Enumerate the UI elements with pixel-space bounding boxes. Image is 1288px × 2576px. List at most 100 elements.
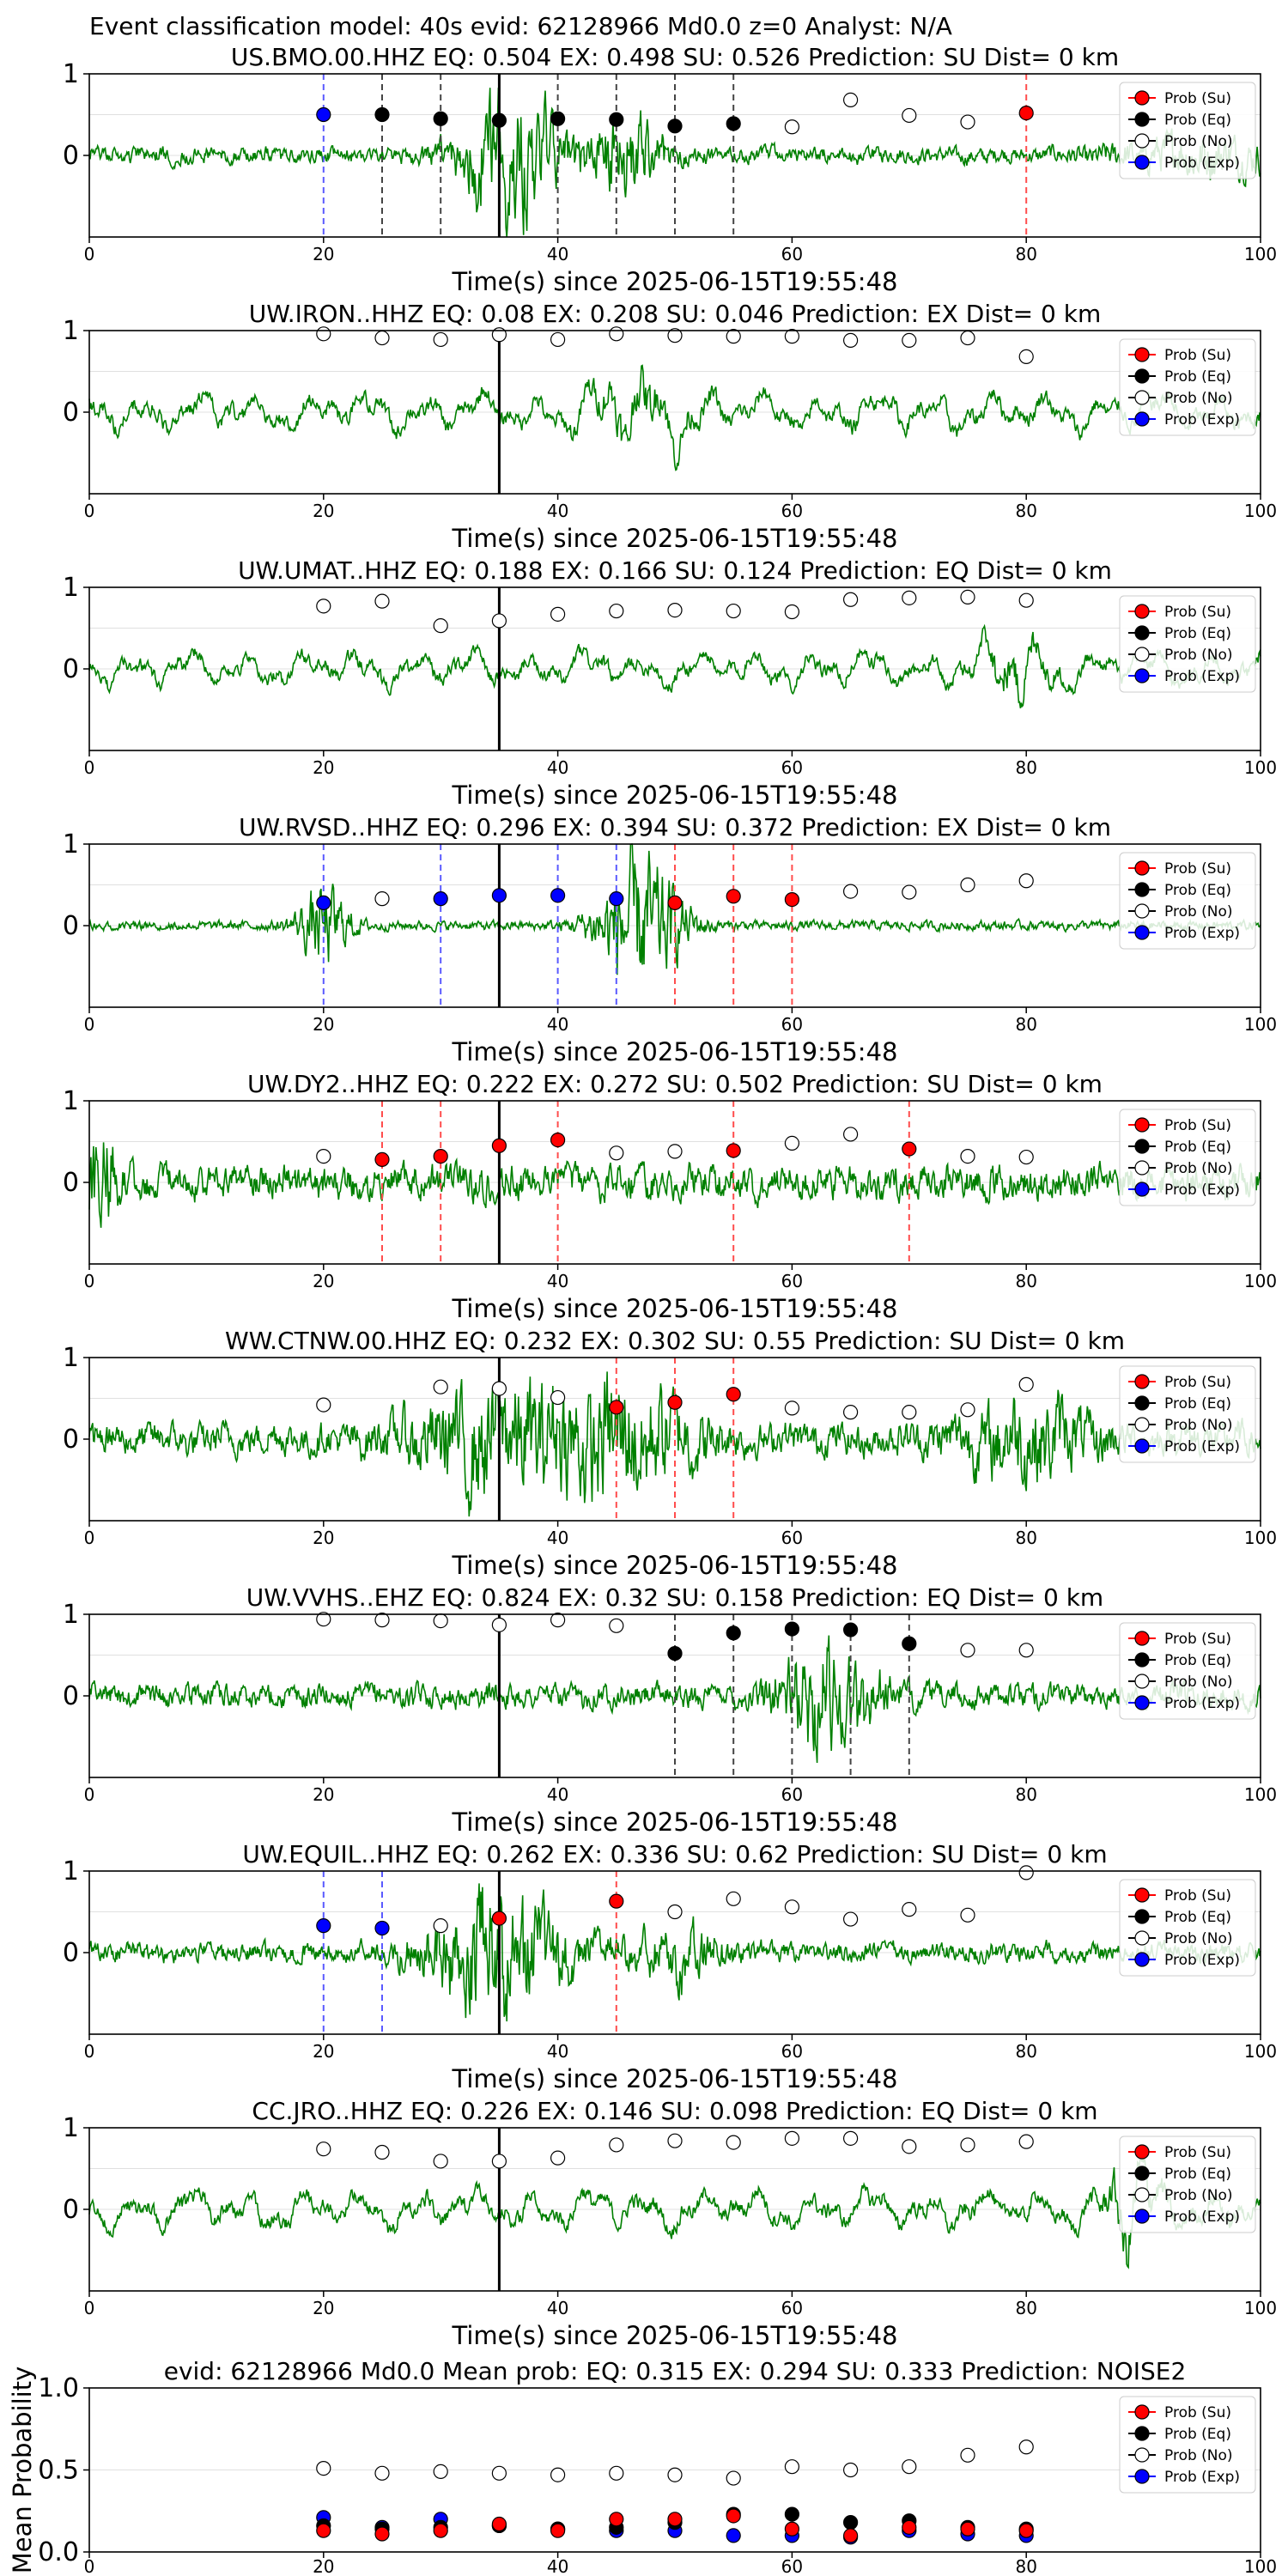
- legend-label: Prob (Su): [1164, 2404, 1231, 2421]
- x-tick-label: 40: [547, 1784, 568, 1805]
- legend-label: Prob (Su): [1164, 2144, 1231, 2161]
- legend-marker: [1134, 925, 1150, 940]
- x-tick-label: 100: [1244, 1528, 1277, 1548]
- prob-point: [784, 329, 800, 344]
- legend-label: Prob (No): [1164, 133, 1233, 150]
- prob-point: [374, 1151, 390, 1168]
- x-tick-label: 80: [1015, 501, 1036, 521]
- prob-point: [374, 1920, 390, 1936]
- x-tick-label: 0: [84, 2041, 95, 2062]
- legend-label: Prob (No): [1164, 1160, 1233, 1177]
- prob-point: [491, 327, 507, 343]
- prob-point: [667, 1144, 683, 1159]
- legend-marker: [1134, 1909, 1150, 1924]
- prob-point: [1018, 873, 1034, 889]
- prob-point: [374, 2144, 390, 2160]
- mean-prob-point: [550, 2523, 566, 2538]
- prob-point: [667, 895, 683, 911]
- legend-label: Prob (Exp): [1164, 2469, 1240, 2486]
- legend-marker: [1134, 1117, 1150, 1133]
- mean-prob-point: [1018, 2523, 1034, 2538]
- prob-point: [609, 326, 624, 342]
- y-tick-label: 1: [63, 2113, 79, 2143]
- y-tick-label: 0: [63, 2195, 79, 2225]
- prob-point: [1018, 106, 1034, 121]
- x-tick-label: 20: [313, 244, 334, 264]
- prob-point: [667, 1645, 683, 1662]
- legend-marker: [1134, 647, 1150, 662]
- y-tick-label: 1: [63, 573, 79, 603]
- legend-box: [1119, 595, 1256, 693]
- prob-point: [550, 1132, 566, 1148]
- prob-point: [667, 1904, 683, 1920]
- legend-marker: [1134, 1674, 1150, 1689]
- y-tick-label: 1: [63, 1856, 79, 1886]
- y-tick-label: 0: [63, 1938, 79, 1968]
- legend: Prob (Su) Prob (Eq) Prob (No) Prob (Exp): [1119, 2136, 1256, 2233]
- x-axis-label: Time(s) since 2025-06-15T19:55:48: [452, 1294, 898, 1323]
- prob-point: [726, 603, 741, 619]
- prob-point: [491, 888, 507, 903]
- prob-point: [667, 328, 683, 343]
- legend-marker: [1134, 390, 1150, 405]
- prob-point: [960, 589, 975, 605]
- prob-point: [374, 593, 390, 609]
- x-tick-label: 20: [313, 1014, 334, 1035]
- summary-title: evid: 62128966 Md0.0 Mean prob: EQ: 0.31…: [164, 2357, 1187, 2385]
- mean-prob-point: [433, 2523, 448, 2538]
- station-panel: WW.CTNW.00.HHZ EQ: 0.232 EX: 0.302 SU: 0…: [63, 1327, 1277, 1580]
- legend-marker: [1134, 1374, 1150, 1389]
- x-tick-label: 0: [84, 1014, 95, 1035]
- x-tick-label: 20: [313, 501, 334, 521]
- legend-marker: [1134, 1395, 1150, 1411]
- x-axis-label: Time(s) since 2025-06-15T19:55:48: [452, 1551, 898, 1580]
- prob-point: [433, 1918, 448, 1934]
- y-tick-label: 0.5: [38, 2456, 79, 2486]
- mean-prob-point: [609, 2512, 624, 2527]
- x-tick-label: 40: [547, 2556, 568, 2576]
- legend: Prob (Su) Prob (Eq) Prob (No) Prob (Exp): [1119, 2396, 1256, 2494]
- legend-marker: [1134, 411, 1150, 427]
- x-tick-label: 60: [781, 1784, 803, 1805]
- x-tick-label: 40: [547, 2041, 568, 2062]
- mean-prob-point: [374, 2526, 390, 2542]
- legend-marker: [1134, 1930, 1150, 1946]
- legend: Prob (Su) Prob (Eq) Prob (No) Prob (Exp): [1119, 852, 1256, 950]
- mean-prob-point: [842, 2462, 859, 2478]
- prob-point: [433, 618, 448, 634]
- mean-prob-point: [784, 2459, 800, 2475]
- prob-point: [842, 2130, 859, 2146]
- x-tick-label: 40: [547, 1014, 568, 1035]
- y-tick-label: 0.0: [38, 2537, 79, 2567]
- panel-title: UW.RVSD..HHZ EQ: 0.296 EX: 0.394 SU: 0.3…: [239, 813, 1111, 841]
- legend-marker: [1134, 155, 1150, 170]
- prob-point: [784, 119, 800, 135]
- legend-label: Prob (Eq): [1164, 2426, 1231, 2443]
- legend-marker: [1134, 2187, 1150, 2202]
- prob-point: [902, 2139, 917, 2154]
- x-tick-label: 20: [313, 1271, 334, 1291]
- station-panel: US.BMO.00.HHZ EQ: 0.504 EX: 0.498 SU: 0.…: [63, 43, 1277, 296]
- prob-point: [374, 891, 390, 907]
- panel-title: UW.IRON..HHZ EQ: 0.08 EX: 0.208 SU: 0.04…: [249, 300, 1101, 328]
- station-panel: UW.DY2..HHZ EQ: 0.222 EX: 0.272 SU: 0.50…: [63, 1070, 1277, 1323]
- y-tick-label: 1: [63, 1600, 79, 1630]
- prob-point: [374, 330, 390, 346]
- prob-point: [667, 1394, 683, 1410]
- station-panels: US.BMO.00.HHZ EQ: 0.504 EX: 0.498 SU: 0.…: [63, 43, 1277, 2350]
- legend-label: Prob (No): [1164, 1417, 1233, 1434]
- y-tick-label: 1: [63, 316, 79, 346]
- prob-point: [902, 1141, 917, 1157]
- prob-point: [609, 1618, 624, 1633]
- x-tick-label: 60: [781, 2298, 803, 2318]
- legend-marker: [1134, 882, 1150, 897]
- prob-point: [491, 1617, 507, 1632]
- legend-label: Prob (Eq): [1164, 112, 1231, 129]
- legend-marker: [1134, 1438, 1150, 1454]
- prob-point: [960, 1907, 975, 1923]
- prob-point: [491, 1381, 507, 1396]
- legend-label: Prob (No): [1164, 647, 1233, 664]
- prob-point: [1018, 592, 1034, 608]
- x-tick-label: 60: [781, 1014, 803, 1035]
- mean-prob-point: [902, 2519, 917, 2535]
